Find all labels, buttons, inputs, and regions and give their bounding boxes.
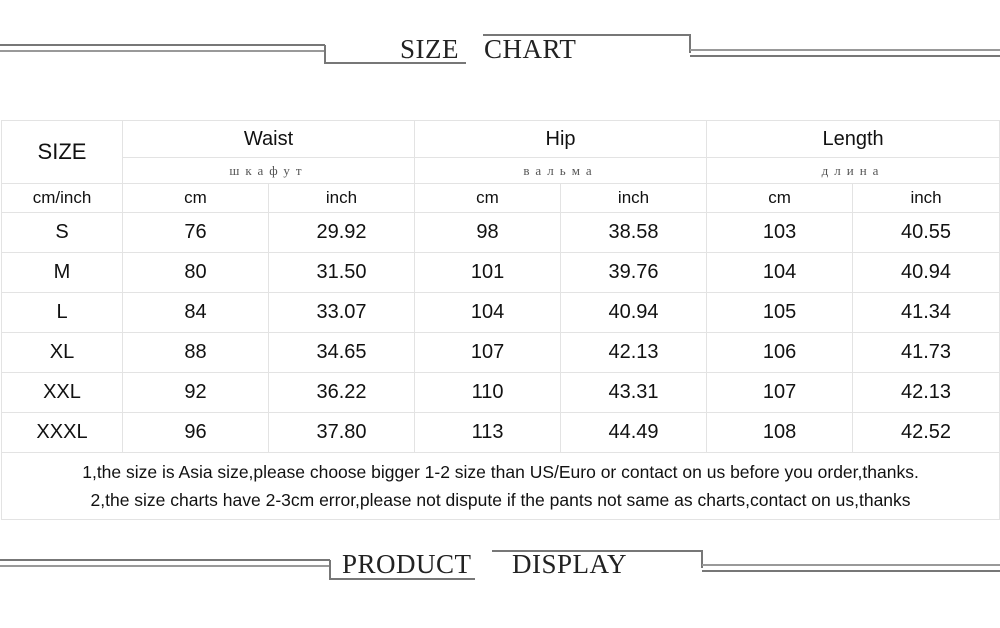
- product-display-banner: PRODUCT DISPLAY: [0, 535, 1000, 595]
- banner-word-product: PRODUCT: [342, 549, 472, 579]
- banner-lines: [0, 550, 1000, 580]
- value-cell: 41.34: [852, 292, 1000, 333]
- unit-header: cm/inch: [1, 183, 123, 213]
- value-cell: 98: [414, 212, 562, 253]
- size-cell: XL: [1, 332, 123, 373]
- table-row: M 80 31.50 101 39.76 104 40.94: [1, 252, 1000, 293]
- unit-cell: inch: [560, 183, 708, 213]
- value-cell: 84: [122, 292, 269, 333]
- table-row: S 76 29.92 98 38.58 103 40.55: [1, 212, 1000, 253]
- value-cell: 40.55: [852, 212, 1000, 253]
- value-cell: 42.13: [560, 332, 708, 373]
- banner-word-display: DISPLAY: [512, 549, 628, 579]
- value-cell: 39.76: [560, 252, 708, 293]
- value-cell: 107: [414, 332, 562, 373]
- value-cell: 107: [706, 372, 854, 413]
- group-subheader-hip: вальма: [414, 157, 708, 184]
- value-cell: 88: [122, 332, 269, 373]
- group-header-length: Length: [706, 120, 1000, 158]
- value-cell: 37.80: [267, 412, 416, 453]
- value-cell: 92: [122, 372, 269, 413]
- size-cell: XXXL: [1, 412, 123, 453]
- value-cell: 108: [706, 412, 854, 453]
- value-cell: 113: [414, 412, 562, 453]
- value-cell: 110: [414, 372, 562, 413]
- size-cell: S: [1, 212, 123, 253]
- value-cell: 29.92: [267, 212, 416, 253]
- unit-cell: cm: [122, 183, 269, 213]
- size-cell: M: [1, 252, 123, 293]
- value-cell: 33.07: [267, 292, 416, 333]
- group-subheader-waist: шкафут: [121, 157, 416, 184]
- value-cell: 42.52: [852, 412, 1000, 453]
- group-header-hip: Hip: [414, 120, 708, 158]
- value-cell: 80: [122, 252, 269, 293]
- table-row: XXL 92 36.22 110 43.31 107 42.13: [1, 372, 1000, 413]
- banner-word-size: SIZE: [400, 34, 459, 64]
- size-cell: XXL: [1, 372, 123, 413]
- value-cell: 104: [414, 292, 562, 333]
- unit-cell: cm: [706, 183, 854, 213]
- note-1: 1,the size is Asia size,please choose bi…: [82, 462, 919, 482]
- group-subheader-length: длина: [706, 157, 1000, 184]
- value-cell: 43.31: [560, 372, 708, 413]
- notes: 1,the size is Asia size,please choose bi…: [0, 452, 1000, 520]
- value-cell: 44.49: [560, 412, 708, 453]
- value-cell: 42.13: [852, 372, 1000, 413]
- value-cell: 76: [122, 212, 269, 253]
- unit-cell: cm: [414, 183, 562, 213]
- banner-word-chart: CHART: [484, 34, 577, 64]
- unit-cell: inch: [267, 183, 416, 213]
- size-header: SIZE: [1, 120, 123, 184]
- value-cell: 104: [706, 252, 854, 293]
- value-cell: 96: [122, 412, 269, 453]
- value-cell: 103: [706, 212, 854, 253]
- value-cell: 101: [414, 252, 562, 293]
- size-table: SIZE Waist Hip Length шкафут вальма длин…: [0, 120, 1000, 520]
- value-cell: 38.58: [560, 212, 708, 253]
- note-2: 2,the size charts have 2-3cm error,pleas…: [90, 490, 911, 510]
- value-cell: 31.50: [267, 252, 416, 293]
- group-header-waist: Waist: [121, 120, 416, 158]
- banner-lines: [0, 34, 1000, 64]
- value-cell: 106: [706, 332, 854, 373]
- value-cell: 36.22: [267, 372, 416, 413]
- value-cell: 34.65: [267, 332, 416, 373]
- table-row: XL 88 34.65 107 42.13 106 41.73: [1, 332, 1000, 373]
- size-chart-banner: SIZE CHART: [0, 20, 1000, 80]
- unit-cell: inch: [852, 183, 1000, 213]
- value-cell: 105: [706, 292, 854, 333]
- table-row: XXXL 96 37.80 113 44.49 108 42.52: [1, 412, 1000, 453]
- value-cell: 41.73: [852, 332, 1000, 373]
- value-cell: 40.94: [560, 292, 708, 333]
- size-cell: L: [1, 292, 123, 333]
- value-cell: 40.94: [852, 252, 1000, 293]
- table-row: L 84 33.07 104 40.94 105 41.34: [1, 292, 1000, 333]
